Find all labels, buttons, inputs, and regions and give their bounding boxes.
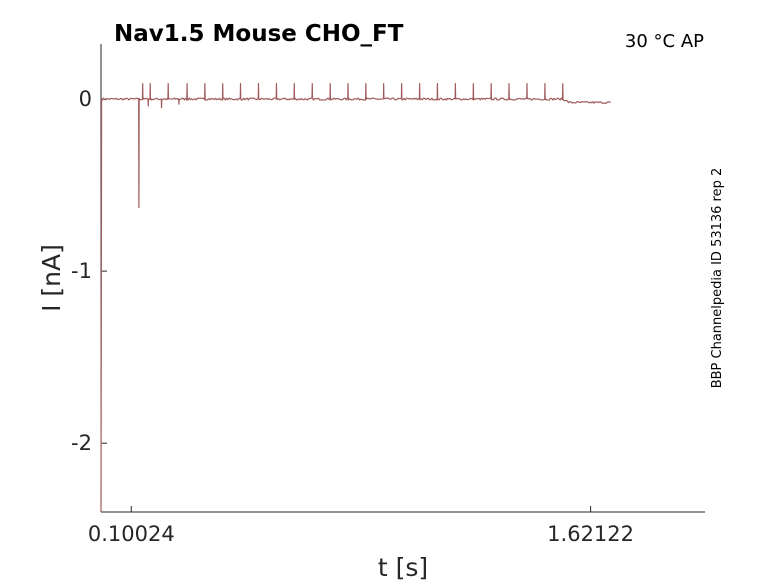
x-tick-label: 1.62122 bbox=[547, 522, 634, 546]
y-tick-label: -2 bbox=[71, 431, 92, 455]
y-ticks: 0 -1 -2 bbox=[71, 87, 107, 455]
axes bbox=[100, 44, 705, 513]
source-label: BBP Channelpedia ID 53136 rep 2 bbox=[710, 168, 725, 389]
condition-label: 30 °C AP bbox=[625, 31, 704, 52]
chart-title: Nav1.5 Mouse CHO_FT bbox=[114, 21, 404, 47]
y-tick-label: 0 bbox=[79, 87, 92, 111]
y-axis-label: I [nA] bbox=[37, 244, 66, 312]
x-tick-label: 0.10024 bbox=[88, 522, 175, 546]
x-axis-label: t [s] bbox=[378, 553, 428, 582]
y-tick-label: -1 bbox=[71, 259, 92, 283]
x-ticks: 0.10024 1.62122 bbox=[88, 506, 634, 546]
current-trace bbox=[100, 82, 611, 513]
